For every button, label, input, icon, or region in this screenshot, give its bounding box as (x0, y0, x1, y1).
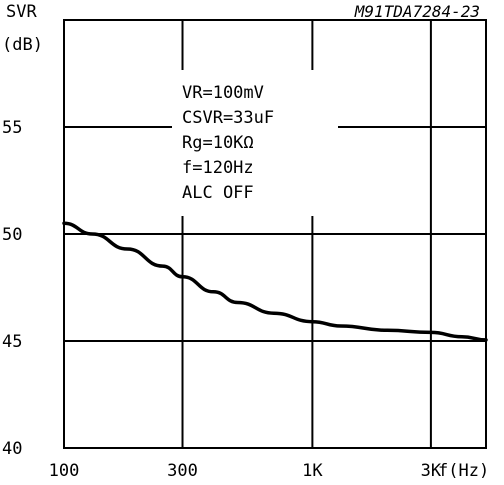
conditions-box (172, 70, 338, 216)
condition-line: Rg=10KΩ (182, 133, 254, 153)
conditions: VR=100mV CSVR=33uF Rg=10KΩ f=120Hz ALC OFF (182, 83, 274, 203)
y-axis-title-line2: (dB) (2, 35, 43, 55)
x-tick-label: 3K (421, 461, 442, 480)
condition-line: f=120Hz (182, 158, 254, 178)
x-axis-title: f(Hz) (438, 461, 489, 480)
y-tick-label: 55 (2, 118, 22, 138)
y-tick-label: 50 (2, 225, 22, 245)
tick-labels: 40 45 50 55 100 300 1K 3K (2, 118, 442, 481)
x-tick-label: 100 (49, 461, 80, 480)
condition-line: VR=100mV (182, 83, 264, 103)
figure-code: M91TDA7284-23 (354, 2, 480, 21)
x-tick-label: 1K (302, 461, 323, 480)
condition-line: CSVR=33uF (182, 108, 274, 128)
series-layer (62, 221, 488, 342)
x-tick-label: 300 (167, 461, 198, 480)
svr-curve (62, 221, 488, 342)
condition-line: ALC OFF (182, 183, 254, 203)
plot-frame (63, 19, 487, 449)
y-tick-label: 45 (2, 332, 22, 352)
y-axis-title-line1: SVR (6, 2, 37, 22)
y-tick-label: 40 (2, 439, 22, 459)
